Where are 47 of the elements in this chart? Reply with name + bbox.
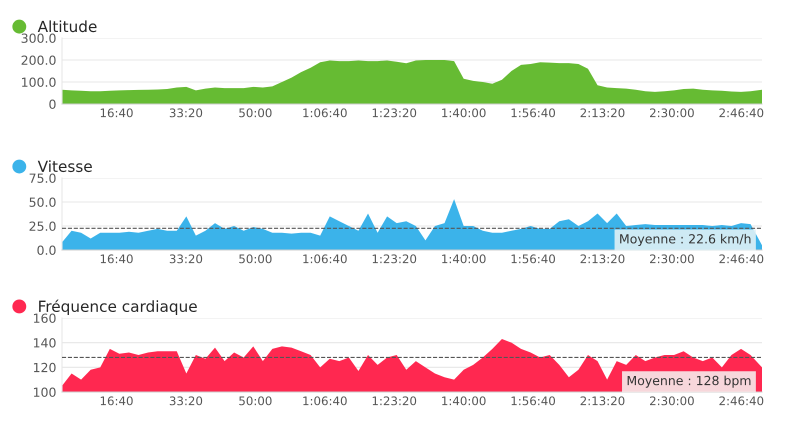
y-tick-label: 100.0 — [22, 77, 56, 87]
x-tick-label: 50:00 — [239, 396, 272, 406]
x-tick-label: 2:30:00 — [650, 396, 694, 406]
x-tick-label: 1:06:40 — [303, 108, 347, 118]
y-tick-label: 100 — [34, 387, 56, 397]
x-tick-label: 1:40:00 — [442, 396, 486, 406]
x-tick-label: 2:46:40 — [719, 396, 764, 406]
y-tick-label: 200.0 — [22, 55, 56, 65]
x-tick-label: 1:40:00 — [442, 108, 486, 118]
y-tick-label: 160 — [34, 313, 56, 323]
x-tick-label: 1:23:20 — [372, 108, 416, 118]
x-tick-label: 16:40 — [100, 108, 133, 118]
x-tick-label: 1:06:40 — [303, 254, 347, 264]
x-tick-label: 1:40:00 — [442, 254, 486, 264]
x-tick-label: 50:00 — [239, 108, 272, 118]
y-tick-label: 75.0 — [30, 173, 56, 183]
ref-line-label: Moyenne : 22.6 km/h — [620, 234, 750, 246]
y-tick-label: 120 — [34, 362, 56, 372]
y-tick-label: 0.0 — [37, 245, 56, 255]
x-tick-label: 1:56:40 — [512, 396, 556, 406]
y-tick-label: 0 — [49, 99, 56, 109]
x-tick-label: 2:13:20 — [580, 254, 624, 264]
y-tick-label: 50.0 — [30, 197, 56, 207]
y-tick-label: 300.0 — [22, 33, 56, 43]
x-tick-label: 33:20 — [170, 396, 202, 406]
legend-label: Altitude — [38, 20, 97, 32]
x-tick-label: 2:30:00 — [650, 254, 694, 264]
x-tick-label: 2:13:20 — [580, 396, 624, 406]
x-tick-label: 2:46:40 — [719, 108, 764, 118]
x-tick-label: 1:23:20 — [372, 254, 416, 264]
y-tick-label: 140 — [34, 338, 56, 348]
x-tick-label: 16:40 — [100, 396, 133, 406]
x-tick-label: 2:30:00 — [650, 108, 694, 118]
x-tick-label: 1:56:40 — [512, 254, 556, 264]
x-tick-label: 2:46:40 — [719, 254, 764, 264]
legend-label: Fréquence cardiaque — [39, 300, 197, 315]
x-tick-label: 1:23:20 — [372, 396, 416, 406]
x-tick-label: 2:13:20 — [580, 108, 624, 118]
x-tick-label: 16:40 — [100, 254, 133, 264]
y-tick-label: 25.0 — [30, 221, 56, 231]
x-tick-label: 1:56:40 — [512, 108, 556, 118]
x-tick-label: 33:20 — [170, 108, 202, 118]
x-tick-label: 50:00 — [239, 254, 272, 264]
x-tick-label: 33:20 — [170, 254, 202, 264]
legend-label: Vitesse — [38, 160, 92, 172]
x-tick-label: 1:06:40 — [303, 396, 347, 406]
ref-line-label: Moyenne : 128 bpm — [628, 376, 750, 388]
